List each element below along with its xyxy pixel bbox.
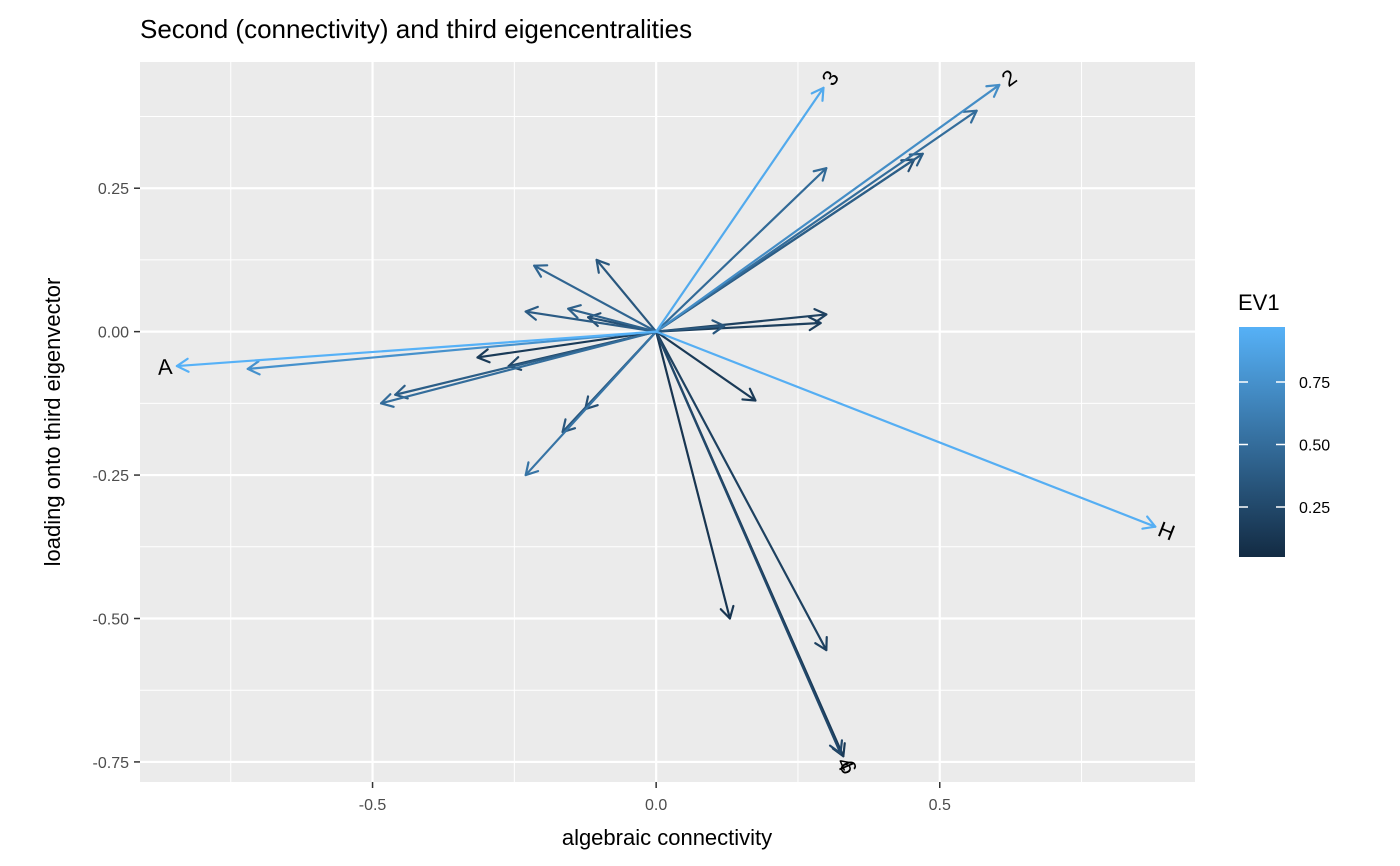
node-label: A [157,354,174,380]
y-tick-label: 0.00 [98,325,129,342]
x-tick-label: -0.5 [359,797,387,814]
arrow [655,86,825,333]
arrow [655,83,1001,333]
x-axis-title: algebraic connectivity [562,825,772,850]
y-tick-label: -0.25 [93,468,130,485]
arrow [246,330,658,376]
arrow [655,330,735,620]
arrow [567,304,658,333]
legend-ticks: 0.75 0.50 0.25 [1239,375,1330,517]
x-tick-label: 0.5 [929,797,951,814]
y-tick-label: -0.75 [93,755,130,772]
y-tick-label: 0.25 [98,181,129,198]
arrow [655,330,844,755]
arrow [476,330,658,364]
arrow [655,319,726,335]
axis-ticks: -0.5 0.0 0.5 0.25 0.00 -0.25 -0.50 -0.75 [93,181,951,814]
arrow [524,305,658,333]
chart-title: Second (connectivity) and third eigencen… [140,14,692,44]
arrow [533,264,658,333]
plot-panel [140,62,1195,782]
arrow [524,330,658,477]
x-tick-label: 0.0 [645,797,667,814]
legend-colorbar [1239,327,1285,557]
legend: EV1 0.75 0.50 0.25 [1238,290,1330,557]
arrow [655,330,757,402]
arrow [379,330,658,408]
legend-tick-label: 0.75 [1299,375,1330,392]
arrow [655,109,978,333]
legend-tick-label: 0.50 [1299,438,1330,455]
legend-tick-label: 0.25 [1299,500,1330,517]
arrow [655,330,1157,530]
arrow [595,258,658,333]
arrows [175,83,1157,758]
y-axis-title: loading onto third eigenvector [40,278,65,567]
legend-title: EV1 [1238,290,1280,315]
arrow [655,330,828,652]
arrow [655,167,828,333]
arrow [175,330,658,373]
y-tick-label: -0.50 [93,611,130,628]
